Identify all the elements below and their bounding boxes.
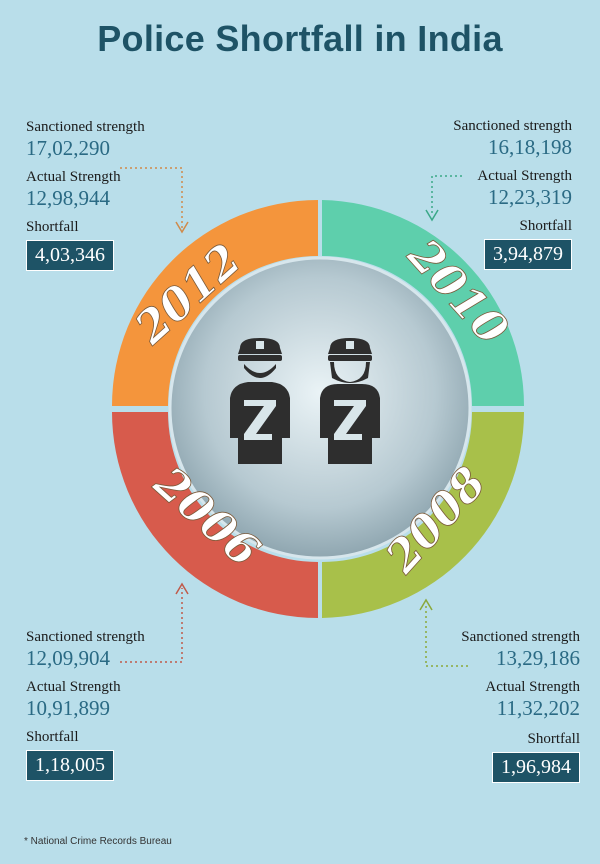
segment-2012 — [112, 200, 318, 406]
police-officer-male-icon — [230, 338, 290, 464]
segment-2006 — [112, 412, 318, 618]
police-officer-female-icon — [320, 338, 380, 464]
shortfall-value: 1,18,005 — [26, 750, 114, 781]
sanctioned-value: 16,18,198 — [488, 135, 572, 159]
actual-label: Actual Strength — [26, 679, 121, 695]
actual-label: Actual Strength — [485, 679, 580, 695]
sanctioned-label: Sanctioned strength — [453, 118, 572, 134]
shortfall-value: 1,96,984 — [492, 752, 580, 783]
connector-arrow-2012 — [120, 167, 189, 234]
actual-label: Actual Strength — [26, 169, 121, 185]
stats-block-2012: Sanctioned strength 17,02,290 Actual Str… — [26, 118, 206, 271]
footnote: * National Crime Records Bureau — [24, 836, 172, 847]
connector-arrow-2008 — [419, 598, 468, 667]
shortfall-label: Shortfall — [519, 218, 573, 234]
shortfall-label: Shortfall — [26, 219, 79, 235]
segment-2008 — [322, 412, 524, 618]
stats-block-2006: Sanctioned strength 12,09,904 Actual Str… — [26, 628, 206, 781]
sanctioned-label: Sanctioned strength — [461, 629, 580, 645]
sanctioned-value: 13,29,186 — [496, 646, 580, 670]
sanctioned-label: Sanctioned strength — [26, 119, 145, 135]
shortfall-label: Shortfall — [527, 731, 581, 747]
sanctioned-value: 12,09,904 — [26, 646, 110, 670]
actual-value: 11,32,202 — [496, 696, 580, 720]
connector-arrow-2006 — [120, 582, 189, 663]
shortfall-value: 3,94,879 — [484, 239, 572, 270]
actual-value: 12,23,319 — [488, 185, 572, 209]
page-title: Police Shortfall in India — [97, 18, 503, 59]
actual-value: 10,91,899 — [26, 696, 110, 720]
shortfall-value: 4,03,346 — [26, 240, 114, 271]
actual-value: 12,98,944 — [26, 186, 110, 210]
stats-block-2008: Sanctioned strength 13,29,186 Actual Str… — [400, 628, 580, 783]
segment-2010 — [322, 200, 524, 406]
sanctioned-value: 17,02,290 — [26, 136, 110, 160]
stats-block-2010: Sanctioned strength 16,18,198 Actual Str… — [392, 117, 572, 270]
connector-arrow-2010 — [425, 175, 462, 222]
shortfall-label: Shortfall — [26, 729, 79, 745]
actual-label: Actual Strength — [477, 168, 572, 184]
sanctioned-label: Sanctioned strength — [26, 629, 145, 645]
